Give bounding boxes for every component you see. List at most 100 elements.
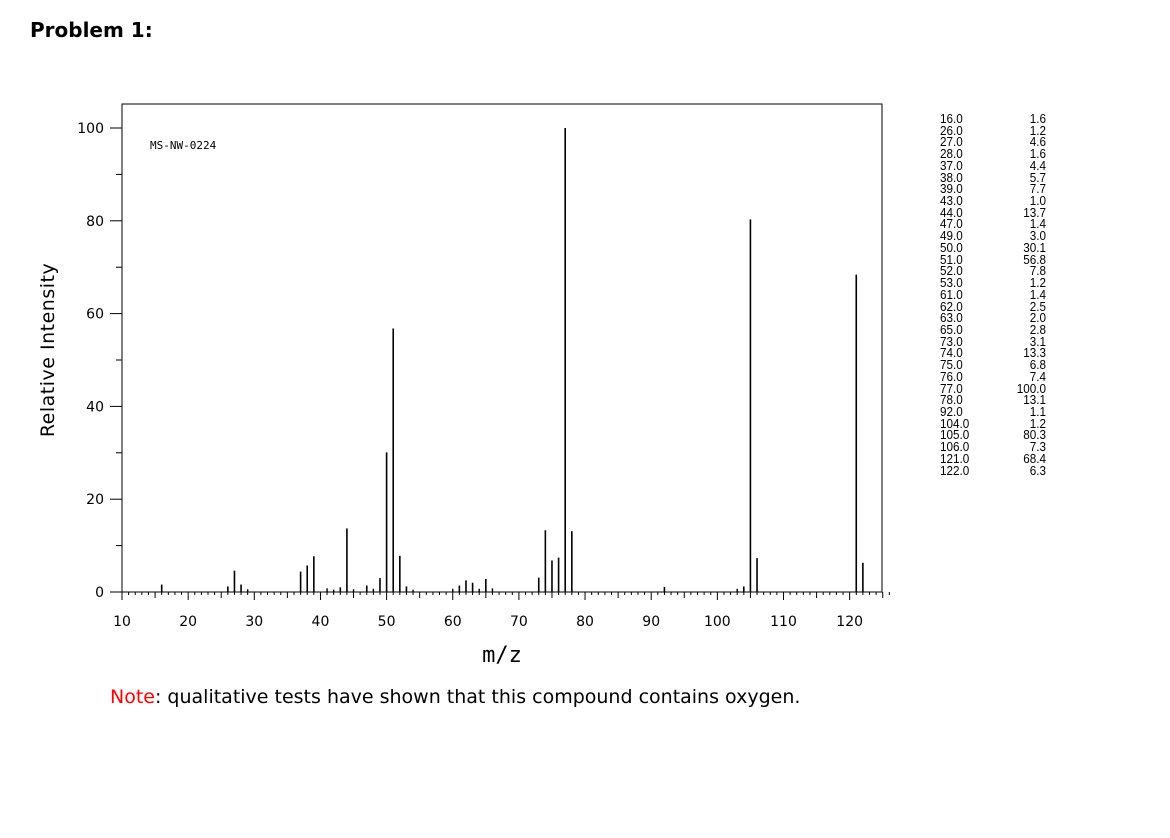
peak-intensity: 1.6 — [1029, 111, 1046, 126]
peak-table-row: 51.0 56.8 — [940, 251, 1046, 267]
peak-intensity: 2.8 — [1029, 321, 1046, 337]
peak-table-row: 16.0 1.6 — [940, 111, 1046, 126]
peak-intensity: 1.6 — [1029, 146, 1046, 162]
x-tick-label: 60 — [444, 614, 462, 630]
mass-spectrum-chart: 0 20 40 60 80 100 10 20 30 40 50 60 70 80 90 100 110 120… — [37, 103, 890, 668]
peak-table-row: 121.0 68.4 — [940, 450, 1046, 466]
peak-intensity: 56.8 — [1023, 251, 1046, 267]
peak-intensity: 13.3 — [1023, 345, 1046, 361]
note: Note: qualitative tests have shown that … — [110, 686, 800, 708]
peak-table-row: 27.0 4.6 — [940, 134, 1046, 150]
peak-table-row: 49.0 3.0 — [940, 228, 1046, 244]
peak-table-row: 76.0 7.4 — [940, 368, 1046, 384]
peak-table-row: 75.0 6.8 — [940, 357, 1046, 373]
spectrum-bars — [160, 128, 864, 592]
peak-intensity: 1.1 — [1029, 403, 1046, 419]
peak-mz: 53.0 — [940, 275, 963, 291]
peak-intensity: 100.0 — [1016, 380, 1046, 396]
peak-intensity: 7.8 — [1029, 263, 1046, 279]
peak-mz: 27.0 — [940, 134, 963, 150]
peak-intensity: 1.2 — [1029, 122, 1046, 138]
peak-mz: 75.0 — [940, 357, 963, 373]
y-axis-label: Relative Intensity — [37, 263, 59, 437]
peak-mz: 61.0 — [940, 286, 963, 302]
peak-intensity: 5.7 — [1029, 169, 1046, 185]
peak-intensity: 2.5 — [1029, 298, 1046, 314]
peak-mz: 39.0 — [940, 181, 963, 197]
peak-intensity: 1.2 — [1029, 415, 1046, 431]
peak-table-row: 28.0 1.6 — [940, 146, 1046, 162]
x-tick-label: 70 — [510, 614, 528, 630]
peak-table-row: 38.0 5.7 — [940, 169, 1046, 185]
peak-intensity: 1.0 — [1029, 193, 1046, 209]
peak-table-row: 65.0 2.8 — [940, 321, 1046, 337]
peak-table-row: 26.0 1.2 — [940, 122, 1046, 138]
peak-mz: 122.0 — [940, 462, 970, 478]
x-tick-label: 110 — [770, 614, 797, 630]
y-tick-label: 80 — [86, 214, 104, 230]
peak-intensity: 13.7 — [1023, 204, 1046, 220]
x-tick-label: 20 — [179, 614, 197, 630]
y-tick-label: 20 — [86, 492, 104, 508]
peak-mz: 47.0 — [940, 216, 963, 232]
peak-table-row: 62.0 2.5 — [940, 298, 1046, 314]
peak-table-row: 39.0 7.7 — [940, 181, 1046, 197]
peak-intensity: 2.0 — [1029, 310, 1046, 326]
peak-mz: 38.0 — [940, 169, 963, 185]
peak-mz: 44.0 — [940, 204, 963, 220]
peak-mz: 26.0 — [940, 122, 963, 138]
plot-frame — [121, 103, 883, 593]
peak-intensity: 6.8 — [1029, 357, 1046, 373]
peak-mz: 51.0 — [940, 251, 963, 267]
peak-intensity: 7.4 — [1029, 368, 1046, 384]
peak-mz: 49.0 — [940, 228, 963, 244]
peak-table-row: 53.0 1.2 — [940, 275, 1046, 291]
x-tick-label: 120 — [836, 614, 863, 630]
peak-table-row: 74.0 13.3 — [940, 345, 1046, 361]
peak-mz: 65.0 — [940, 321, 963, 337]
x-tick-label: 80 — [576, 614, 594, 630]
peak-intensity: 7.3 — [1029, 439, 1046, 455]
peak-mz: 106.0 — [940, 439, 970, 455]
peak-mz: 74.0 — [940, 345, 963, 361]
peak-mz: 50.0 — [940, 239, 963, 255]
peak-mz: 43.0 — [940, 193, 963, 209]
peak-mz: 28.0 — [940, 146, 963, 162]
peak-table-row: 61.0 1.4 — [940, 286, 1046, 302]
peak-mz: 37.0 — [940, 157, 963, 173]
peak-table-row: 122.0 6.3 — [940, 462, 1046, 478]
peak-table-row: 50.0 30.1 — [940, 239, 1046, 255]
x-tick-label: 30 — [245, 614, 263, 630]
x-axis-ticks: 10 20 30 40 50 60 70 80 90 100 110 120 — [113, 592, 890, 630]
problem-title: Problem 1: — [30, 18, 153, 42]
peak-mz: 78.0 — [940, 392, 963, 408]
peak-intensity: 4.4 — [1029, 157, 1046, 173]
peak-intensity: 3.1 — [1029, 333, 1046, 349]
peak-mz: 92.0 — [940, 403, 963, 419]
peak-table-row: 77.0 100.0 — [940, 380, 1046, 396]
peak-table-row: 73.0 3.1 — [940, 333, 1046, 349]
peak-intensity: 13.1 — [1023, 392, 1046, 408]
peak-table-row: 47.0 1.4 — [940, 216, 1046, 232]
peak-intensity: 68.4 — [1023, 450, 1046, 466]
peak-intensity: 80.3 — [1023, 427, 1046, 443]
peak-mz: 77.0 — [940, 380, 963, 396]
peak-intensity: 7.7 — [1029, 181, 1046, 197]
x-tick-label: 40 — [312, 614, 330, 630]
peak-table-row: 105.0 80.3 — [940, 427, 1046, 443]
x-tick-label: 90 — [642, 614, 660, 630]
peak-mz: 76.0 — [940, 368, 963, 384]
peak-mz: 63.0 — [940, 310, 963, 326]
peak-intensity: 3.0 — [1029, 228, 1046, 244]
peak-intensity: 4.6 — [1029, 134, 1046, 150]
peak-mz: 104.0 — [940, 415, 970, 431]
peak-table-row: 78.0 13.1 — [940, 392, 1046, 408]
x-axis-label: m/z — [482, 643, 522, 668]
y-axis-ticks: 0 20 40 60 80 100 — [77, 121, 122, 601]
peak-mz: 62.0 — [940, 298, 963, 314]
peak-intensity: 1.4 — [1029, 216, 1046, 232]
note-text: : qualitative tests have shown that this… — [154, 686, 801, 708]
peak-intensity: 30.1 — [1023, 239, 1046, 255]
y-tick-label: 100 — [77, 121, 104, 137]
peak-table-row: 63.0 2.0 — [940, 310, 1046, 326]
